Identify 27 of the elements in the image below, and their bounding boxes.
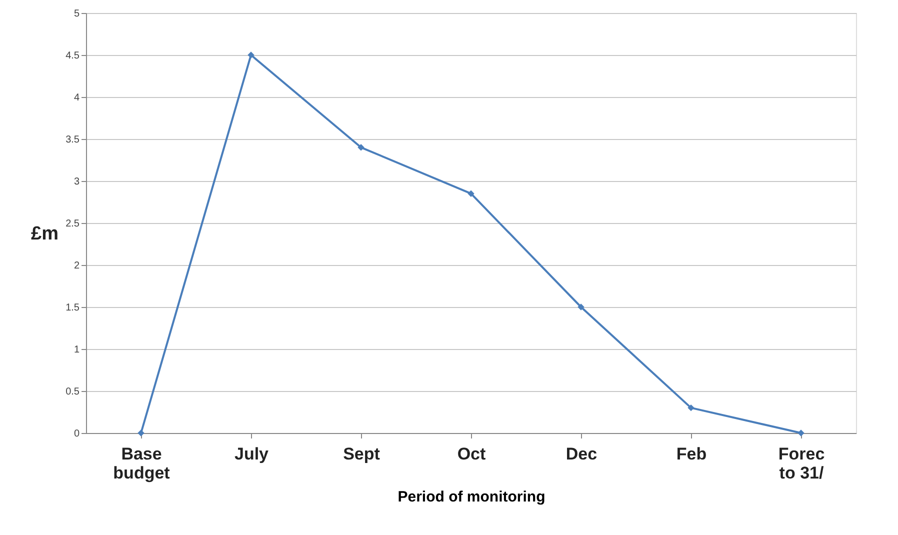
y-tick-label: 0.5 [66,386,80,398]
point [358,144,364,151]
y-axis-title: £m [31,224,58,244]
point [798,430,804,436]
point [138,430,144,436]
point [468,190,474,197]
x-tick-label: Feb [676,444,707,464]
y-tick-label: 4 [74,92,80,104]
y-tick-label: 1.5 [66,302,80,314]
point [688,404,694,412]
y-tick-label: 4.5 [66,50,80,62]
x-tick-label: Oct [457,444,486,464]
x-tick-label: Base budget [113,444,170,482]
x-axis-title: Period of monitoring [398,488,546,506]
y-tick-label: 0 [74,428,80,440]
y-tick-label: 5 [74,8,80,20]
point [578,304,584,310]
point [248,52,254,58]
x-tick-label: Forec to 31/ [778,444,825,482]
y-tick-label: 2.5 [66,218,80,230]
x-tick-label: July [234,444,270,464]
y-tick-label: 3 [74,176,80,188]
y-tick-label: 3.5 [66,134,80,146]
y-tick-label: 1 [74,344,80,356]
y-tick-label: 2 [74,260,80,272]
x-tick-label: Sept [343,444,380,464]
x-tick-label: Dec [566,444,598,464]
